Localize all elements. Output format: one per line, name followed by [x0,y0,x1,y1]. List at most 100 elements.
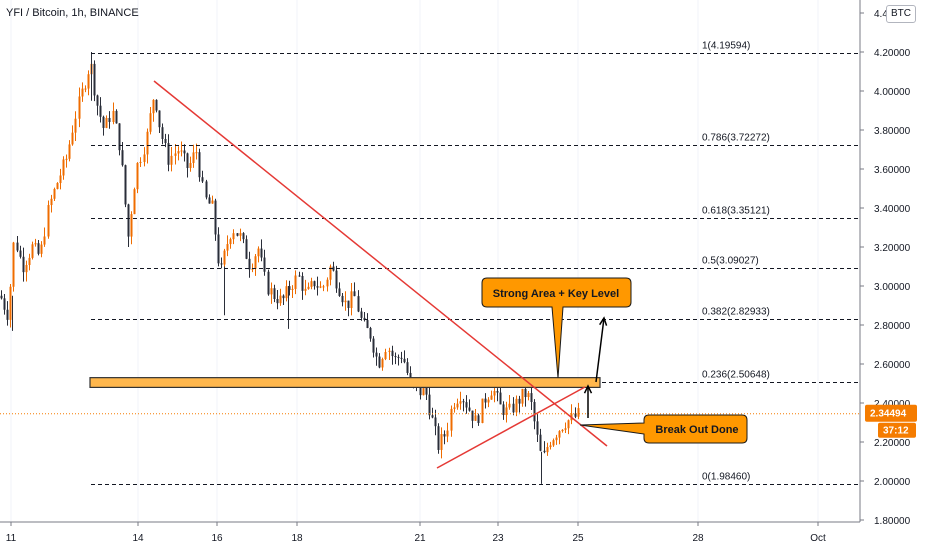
candle-body [453,407,456,409]
time-tick-label: 16 [211,533,223,544]
time-tick-label: 23 [492,533,504,544]
candle-body [502,404,505,416]
candle-body [71,132,74,145]
price-tick-label: 1.80000 [874,516,911,527]
candle-body [84,88,87,90]
candle-body [310,281,313,287]
candle-body [205,181,208,198]
price-tick-label: 2.80000 [874,321,911,332]
candle-body [347,300,350,309]
candle-body [319,286,322,288]
candle-body [484,398,487,403]
candle-body [543,450,546,453]
candle-body [508,403,511,408]
price-tick-label: 3.60000 [874,165,911,176]
candle-body [384,352,387,360]
candle-body [298,275,301,277]
callout-breakout-text: Break Out Done [655,424,738,436]
candle-body [515,398,518,413]
time-tick-label: 25 [572,533,584,544]
candle-body [146,131,149,155]
time-tick-label: 14 [132,533,144,544]
candle-body [487,399,490,403]
key-level-zone-rect [89,377,601,388]
candle-body [285,286,288,299]
candle-body [267,271,270,295]
candle-body [425,385,428,395]
candle-body [198,152,201,178]
candle-body [288,286,291,290]
candle-body [357,296,360,312]
candle-body [34,243,37,245]
callout-strong-area-shape [481,277,632,379]
fib-level-label: 0(1.98460) [702,472,750,483]
candle-body [574,413,577,417]
candle-body [183,150,186,154]
candle-body [462,401,465,403]
candle-body [400,357,403,359]
candle-body [174,153,177,156]
candle-body [65,158,68,160]
ascending-trendline [436,386,586,469]
candle-body [338,288,341,296]
candle-body [391,350,394,357]
candle-body [335,270,338,289]
candle-body [25,265,28,273]
fib-level-label: 0.382(2.82933) [702,307,770,318]
candle-body [9,286,12,320]
candle-body [428,394,431,416]
candle-body [40,244,43,254]
candle-body [555,437,558,441]
candle-body [366,320,369,329]
candle-body [471,410,474,421]
current-price-tag [865,404,917,422]
candle-body [248,258,251,270]
price-axis[interactable]: 4.4 4.20000 4.00000 3.80000 3.60000 3.40000 3.… [859,0,917,527]
currency-badge[interactable]: BTC [886,5,916,23]
candle-body [406,362,409,373]
candle-body [81,88,84,97]
trendlines [0,80,860,469]
candle-body [552,440,555,446]
candle-body [375,352,378,357]
candle-body [450,408,453,431]
fib-level-label: 1(4.19594) [702,41,750,52]
price-tick-label: 2.40000 [874,399,911,410]
candle-body [567,420,570,429]
candle-body [19,250,22,257]
candle-body [59,175,62,184]
time-axis[interactable]: 11 14 16 18 21 23 25 28 Oct [0,521,860,544]
candle-body [381,359,384,368]
candle-body [372,338,375,353]
candle-body [388,350,391,353]
candle-body [87,74,90,89]
candle-body [360,311,363,318]
candle-body [527,393,530,398]
candle-body [397,356,400,358]
candle-body [322,286,325,288]
candle-body [121,150,124,166]
candle-body [490,395,493,400]
candle-body [43,236,46,245]
candle-body [74,118,77,133]
descending-trendline [153,80,608,447]
candle-body [496,391,499,393]
candle-body [505,407,508,416]
candle-body [313,281,316,287]
candle-body [422,385,425,396]
candle-body [192,152,195,164]
candle-body [260,248,263,258]
candle-body [481,398,484,423]
candle-body [419,387,422,396]
candle-body [273,288,276,299]
candle-body [170,155,173,165]
candle-body [68,144,71,159]
candle-body [561,429,564,432]
candle-body [474,415,477,421]
price-tick-label: 3.80000 [874,126,911,137]
candle-body [353,291,356,297]
candle-body [536,421,539,435]
candle-body [521,388,524,404]
